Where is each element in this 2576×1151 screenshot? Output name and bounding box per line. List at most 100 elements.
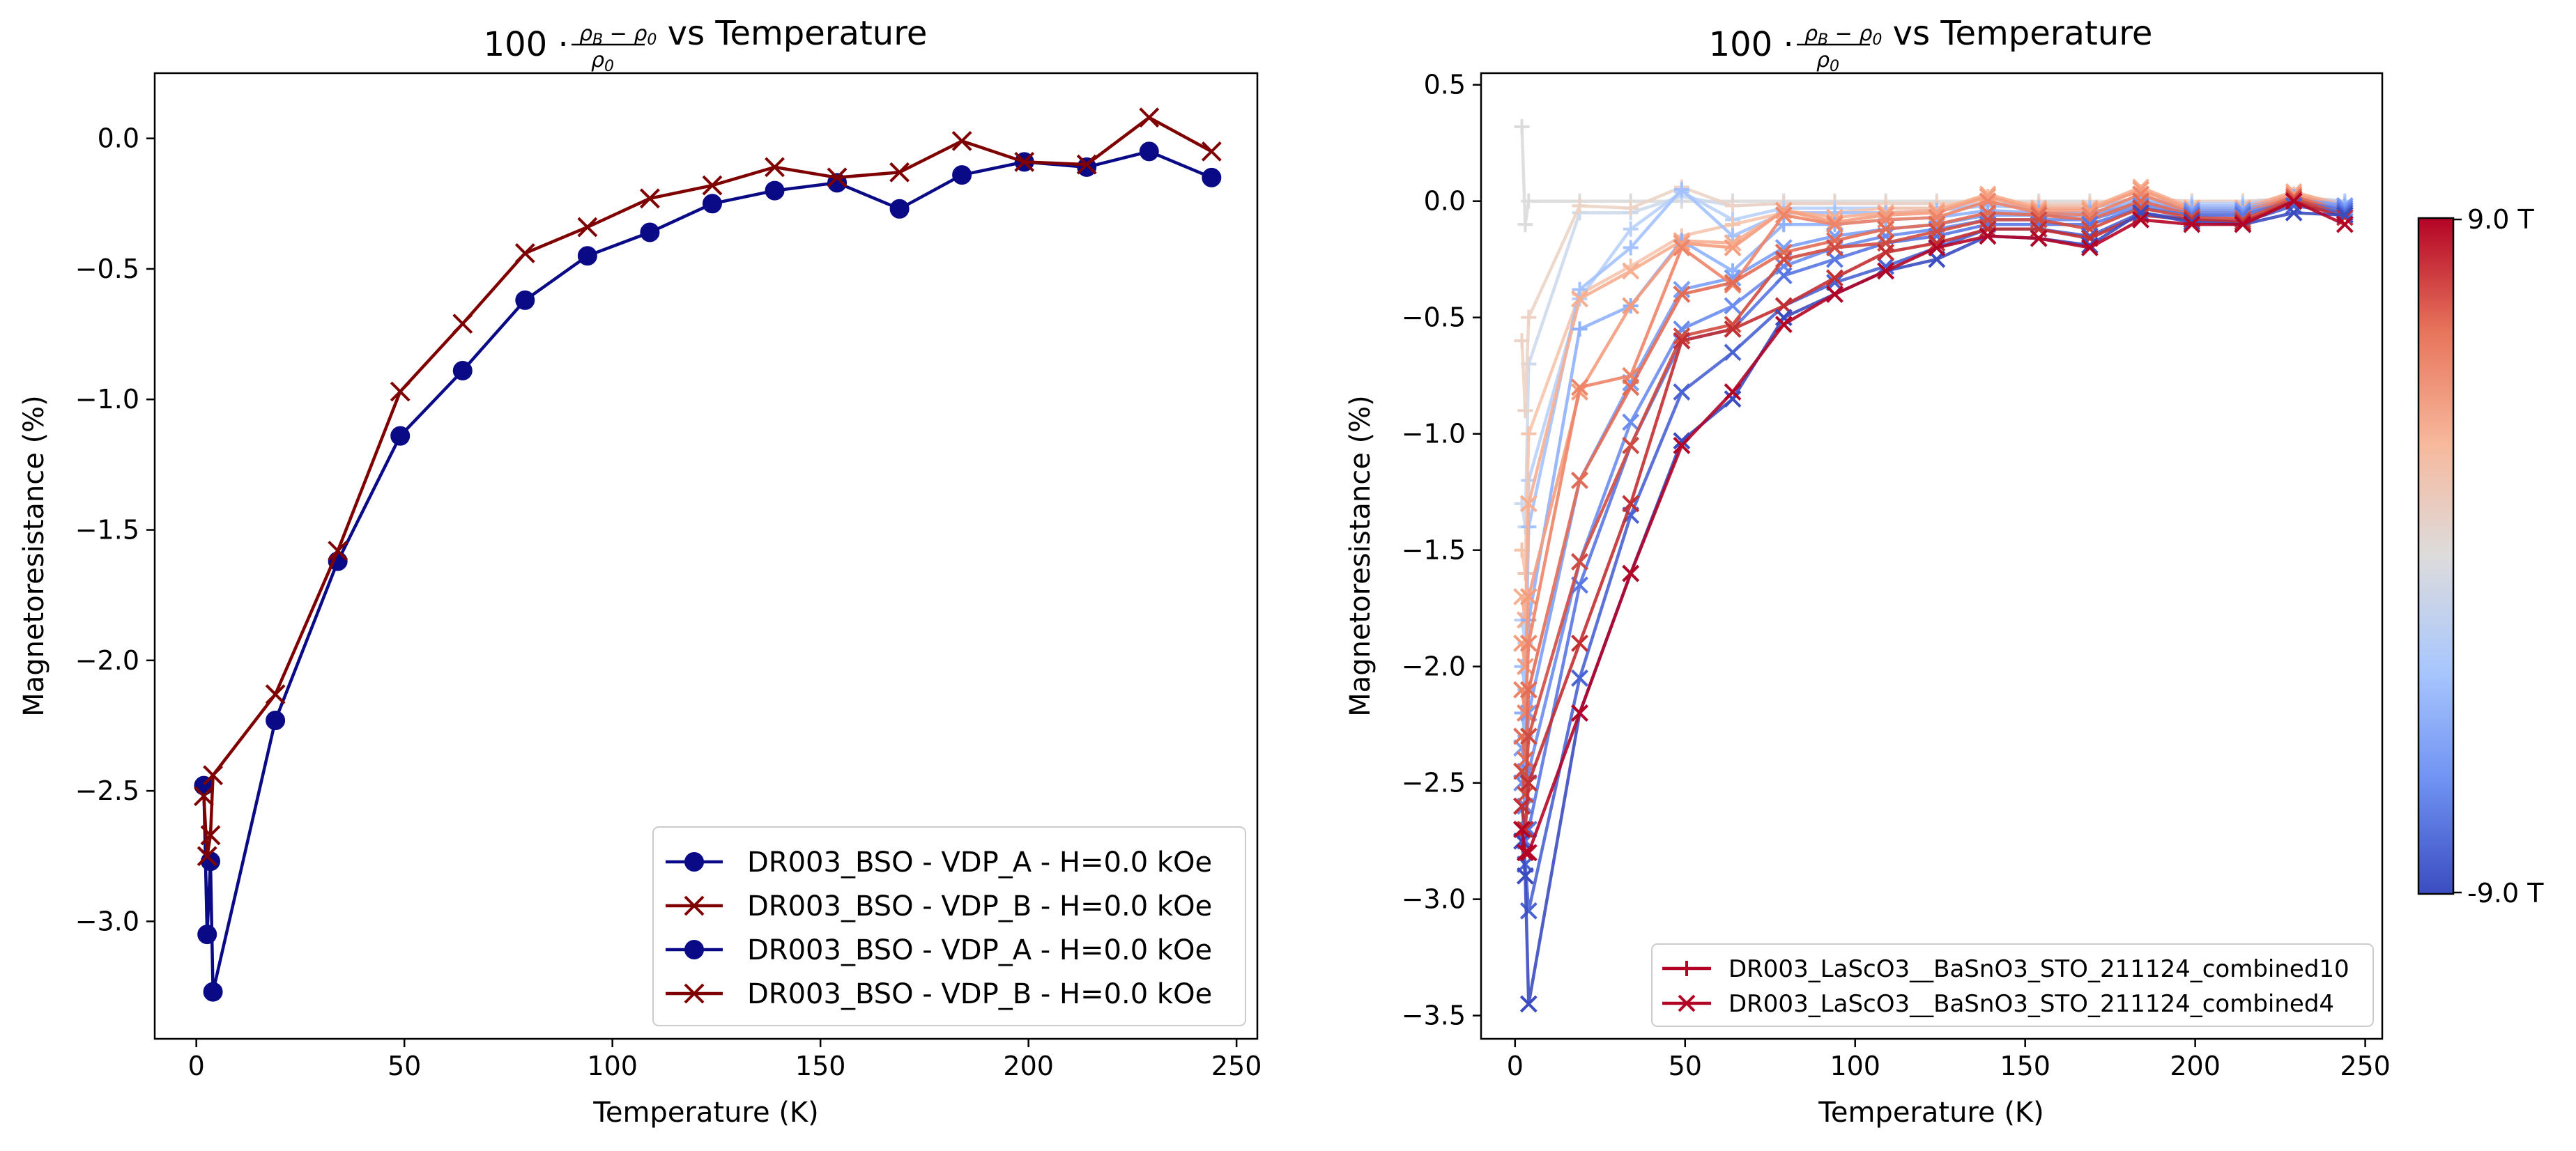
right-data-point (1521, 426, 1537, 442)
right-data-point (1622, 378, 1640, 396)
right-data-point (1622, 262, 1640, 280)
left-data-point (194, 786, 214, 807)
right-x-tick-label: 150 (2000, 1051, 2050, 1081)
left-legend-marker (684, 852, 704, 872)
right-y-tick-label: −2.5 (1402, 768, 1466, 798)
left-data-point (1139, 141, 1159, 162)
left-data-point (640, 222, 660, 242)
right-data-point (1517, 785, 1534, 803)
right-data-point (2080, 239, 2099, 256)
right-data-point (1724, 297, 1742, 315)
colorbar-min-label: -9.0 T (2467, 878, 2544, 909)
left-data-point (952, 165, 972, 185)
right-data-point (1928, 239, 1946, 256)
right-data-point (1673, 234, 1691, 252)
left-x-axis-label: Temperature (K) (592, 1097, 819, 1129)
right-data-point (1571, 704, 1588, 722)
right-x-tick-label: 200 (2170, 1051, 2221, 1081)
right-data-point (1877, 243, 1895, 261)
right-data-point (1622, 436, 1640, 454)
left-data-point (203, 765, 223, 786)
right-legend: DR003_LaScO3__BaSnO3_STO_211124_combined… (1651, 943, 2374, 1027)
right-legend-box (1651, 943, 2374, 1027)
right-data-point (1622, 413, 1640, 431)
left-x-tick-label: 50 (388, 1051, 421, 1081)
left-legend-marker (684, 895, 705, 916)
right-data-point (1622, 495, 1640, 513)
left-legend: DR003_BSO - VDP_A - H=0.0 kOe DR003_BSO -… (652, 826, 1246, 1026)
left-data-point (827, 167, 848, 188)
right-data-point (2234, 215, 2252, 233)
right-data-point (1877, 257, 1895, 275)
right-chart: 100 · ρB − ρ0 vs Temperature ρ0 0 50 100 15… (1344, 14, 2544, 1129)
right-data-point (1774, 267, 1793, 284)
left-x-tick-label: 150 (795, 1051, 846, 1081)
right-x-tick-label: 0 (1507, 1051, 1524, 1081)
left-data-point (1202, 167, 1222, 187)
left-data-point (203, 982, 223, 1002)
right-series-line (1520, 199, 2346, 855)
right-data-point (2285, 192, 2303, 210)
right-data-point (1571, 553, 1588, 571)
right-series-group (1513, 118, 2354, 1013)
right-y-tick-label: −3.0 (1402, 884, 1466, 915)
left-data-point (452, 314, 473, 334)
left-data-point (1139, 107, 1160, 128)
left-series-line (202, 116, 1213, 857)
right-data-point (1826, 215, 1843, 233)
right-chart-title: 100 · ρB − ρ0 vs Temperature (1709, 14, 2153, 64)
right-data-point (1519, 844, 1538, 862)
right-data-point (1519, 902, 1538, 920)
right-data-point (1572, 321, 1588, 337)
left-data-point (197, 846, 217, 867)
right-data-point (1571, 290, 1588, 308)
colorbar-max-label: 9.0 T (2467, 204, 2535, 235)
left-series-group (194, 107, 1222, 1002)
right-data-point (1571, 634, 1588, 652)
left-data-point (577, 246, 597, 266)
left-x-tick-label: 200 (1003, 1051, 1054, 1081)
right-data-point (1673, 332, 1691, 350)
left-y-tick-label: −2.0 (75, 645, 139, 676)
left-ticks: 0 50 100 150 200 250 0.0 −0.5 −1.0 −1.5 −2.0 −2.5 −3… (75, 123, 1262, 1081)
right-data-point (1517, 217, 1533, 233)
left-x-tick-label: 0 (188, 1051, 205, 1081)
left-data-point (514, 243, 535, 263)
left-chart: 100 · ρB − ρ0 vs Temperature ρ0 0 50 100 15… (18, 14, 1262, 1129)
left-data-point (266, 710, 286, 730)
right-data-point (1673, 383, 1691, 401)
right-data-point (1979, 227, 1997, 245)
right-data-point (1623, 240, 1639, 256)
left-x-tick-label: 100 (587, 1051, 638, 1081)
right-data-point (1513, 762, 1531, 780)
right-data-point (1519, 588, 1538, 605)
right-data-point (1519, 727, 1538, 746)
right-data-point (1519, 634, 1538, 652)
left-data-point (577, 217, 598, 238)
right-data-point (1877, 220, 1895, 238)
left-data-point (951, 130, 972, 151)
right-data-point (1826, 285, 1843, 303)
right-data-point (1826, 213, 1843, 231)
right-data-point (1979, 220, 1997, 238)
right-data-point (1724, 320, 1742, 338)
left-data-point (765, 180, 785, 201)
right-data-point (1517, 867, 1534, 885)
right-y-axis-label: Magnetoresistance (%) (1344, 395, 1377, 717)
left-y-tick-label: −0.5 (75, 254, 139, 284)
right-data-point (2336, 215, 2354, 233)
right-x-tick-label: 250 (2340, 1051, 2391, 1081)
right-legend-label: DR003_LaScO3__BaSnO3_STO_211124_combined… (1728, 955, 2349, 983)
right-data-point (1774, 250, 1793, 268)
right-data-point (1517, 821, 1534, 838)
left-data-point (197, 925, 217, 945)
right-series-line (1520, 194, 2345, 737)
right-data-point (1673, 285, 1691, 303)
left-axes-frame (153, 72, 1259, 1040)
right-x-tick-label: 100 (1830, 1051, 1880, 1081)
left-data-point (390, 381, 411, 402)
right-data-point (1571, 378, 1588, 396)
right-ticks: 0 50 100 150 200 250 0.5 0.0 −0.5 −1.0 −1.5 −2.0 −2.… (1402, 70, 2391, 1081)
right-series-line (1520, 211, 2345, 1005)
left-legend-box (652, 826, 1246, 1026)
